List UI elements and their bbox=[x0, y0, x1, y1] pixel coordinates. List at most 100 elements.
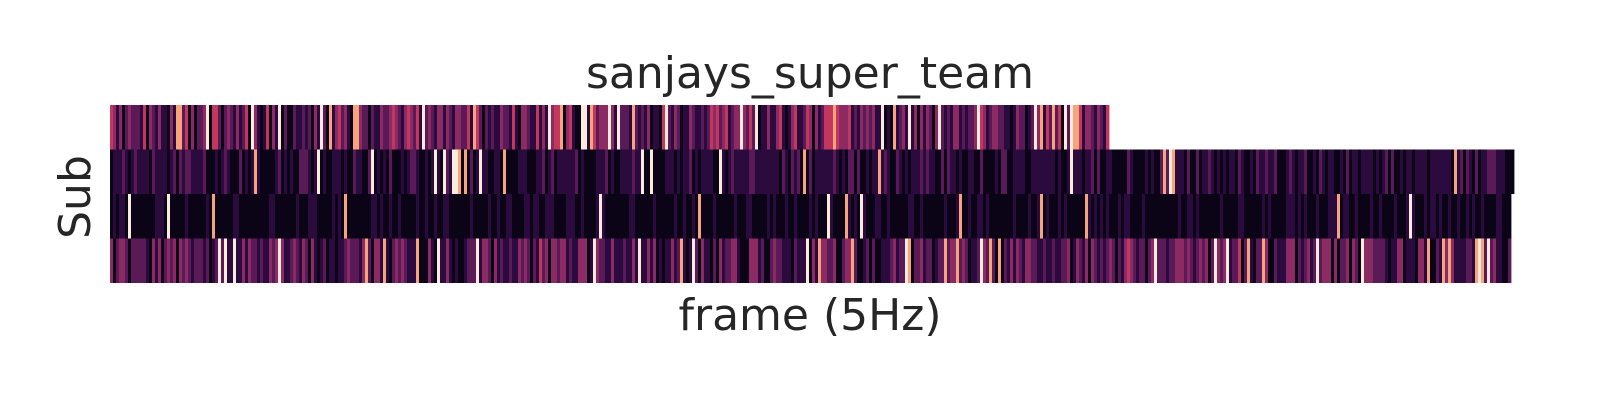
heatmap-cell bbox=[1190, 149, 1194, 194]
heatmap-cell bbox=[617, 149, 621, 194]
heatmap-cell bbox=[851, 149, 855, 194]
heatmap-cell bbox=[770, 194, 774, 239]
heatmap-cell bbox=[1265, 194, 1269, 239]
heatmap-cell bbox=[542, 105, 546, 150]
heatmap-cell bbox=[968, 105, 972, 150]
heatmap-cell bbox=[272, 238, 276, 283]
heatmap-cell bbox=[230, 149, 234, 194]
heatmap-cell bbox=[788, 105, 792, 150]
heatmap-cell bbox=[701, 149, 705, 194]
heatmap-cell bbox=[173, 238, 177, 283]
heatmap-cell bbox=[467, 238, 471, 283]
heatmap-cell bbox=[848, 149, 852, 194]
heatmap-cell bbox=[1394, 238, 1398, 283]
heatmap-cell bbox=[764, 194, 768, 239]
heatmap-cell bbox=[1052, 238, 1056, 283]
heatmap-cell bbox=[341, 194, 345, 239]
heatmap-cell bbox=[257, 194, 261, 239]
heatmap-cell bbox=[1028, 105, 1032, 150]
heatmap-cell bbox=[1394, 194, 1398, 239]
heatmap-cell bbox=[338, 238, 342, 283]
heatmap-cell bbox=[866, 105, 870, 150]
heatmap-cell bbox=[860, 105, 864, 150]
heatmap-cell bbox=[452, 238, 456, 283]
heatmap-cell bbox=[611, 149, 615, 194]
heatmap-cell bbox=[539, 238, 543, 283]
heatmap-cell bbox=[929, 105, 933, 150]
heatmap-cell bbox=[1400, 194, 1404, 239]
heatmap-cell bbox=[374, 194, 378, 239]
heatmap-cell bbox=[1505, 238, 1509, 283]
heatmap-cell bbox=[686, 238, 690, 283]
heatmap-cell bbox=[413, 238, 417, 283]
heatmap-cell bbox=[476, 105, 480, 150]
heatmap-cell bbox=[224, 149, 228, 194]
heatmap-cell bbox=[1472, 194, 1476, 239]
heatmap-cell bbox=[1070, 238, 1074, 283]
heatmap-cell bbox=[290, 105, 294, 150]
heatmap-cell bbox=[938, 105, 942, 150]
heatmap-cell bbox=[923, 149, 927, 194]
heatmap-cell bbox=[743, 194, 747, 239]
heatmap-cell bbox=[206, 105, 210, 150]
heatmap-cell bbox=[173, 105, 177, 150]
heatmap-cell bbox=[1397, 149, 1401, 194]
heatmap-cell bbox=[890, 105, 894, 150]
heatmap-cell bbox=[668, 194, 672, 239]
heatmap-cell bbox=[560, 238, 564, 283]
heatmap-cell bbox=[1079, 149, 1083, 194]
heatmap-cell bbox=[833, 194, 837, 239]
heatmap-cell bbox=[812, 238, 816, 283]
heatmap-cell bbox=[1262, 238, 1266, 283]
heatmap-cell bbox=[842, 194, 846, 239]
heatmap-cell bbox=[1061, 238, 1065, 283]
heatmap-cell bbox=[749, 238, 753, 283]
heatmap-cell bbox=[893, 105, 897, 150]
heatmap-cell bbox=[689, 238, 693, 283]
heatmap-cell bbox=[626, 238, 630, 283]
heatmap-cell bbox=[728, 194, 732, 239]
heatmap-cell bbox=[695, 149, 699, 194]
heatmap-cell bbox=[779, 149, 783, 194]
heatmap-cell bbox=[956, 238, 960, 283]
heatmap-cell bbox=[662, 194, 666, 239]
heatmap-cell bbox=[602, 238, 606, 283]
heatmap-cell bbox=[905, 238, 909, 283]
heatmap-cell bbox=[224, 194, 228, 239]
heatmap-cell bbox=[1346, 238, 1350, 283]
heatmap-cell bbox=[368, 149, 372, 194]
heatmap-cell bbox=[1040, 194, 1044, 239]
heatmap-cell bbox=[1199, 194, 1203, 239]
heatmap-cell bbox=[1310, 149, 1314, 194]
heatmap-cell bbox=[194, 194, 198, 239]
heatmap-cell bbox=[845, 238, 849, 283]
heatmap-cell bbox=[1247, 149, 1251, 194]
heatmap-cell bbox=[440, 105, 444, 150]
heatmap-cell bbox=[1310, 194, 1314, 239]
heatmap-cell bbox=[1121, 194, 1125, 239]
heatmap-cell bbox=[428, 149, 432, 194]
heatmap-cell bbox=[1283, 194, 1287, 239]
heatmap-cell bbox=[593, 149, 597, 194]
heatmap-cell bbox=[434, 238, 438, 283]
heatmap-cell bbox=[533, 238, 537, 283]
heatmap-cell bbox=[158, 105, 162, 150]
heatmap-cell bbox=[1115, 238, 1119, 283]
heatmap-cell bbox=[1151, 149, 1155, 194]
heatmap-cell bbox=[1406, 238, 1410, 283]
heatmap-cell bbox=[215, 238, 219, 283]
heatmap-cell bbox=[1256, 238, 1260, 283]
heatmap-cell bbox=[1130, 149, 1134, 194]
heatmap-cell bbox=[809, 194, 813, 239]
heatmap-cell bbox=[371, 238, 375, 283]
heatmap-cell bbox=[923, 194, 927, 239]
heatmap-cell bbox=[545, 194, 549, 239]
heatmap-cell bbox=[1346, 194, 1350, 239]
heatmap-cell bbox=[227, 105, 231, 150]
heatmap-cell bbox=[656, 105, 660, 150]
heatmap-cell bbox=[239, 194, 243, 239]
heatmap-cell bbox=[1037, 194, 1041, 239]
heatmap-cell bbox=[128, 149, 132, 194]
heatmap-cell bbox=[305, 194, 309, 239]
heatmap-cell bbox=[377, 105, 381, 150]
